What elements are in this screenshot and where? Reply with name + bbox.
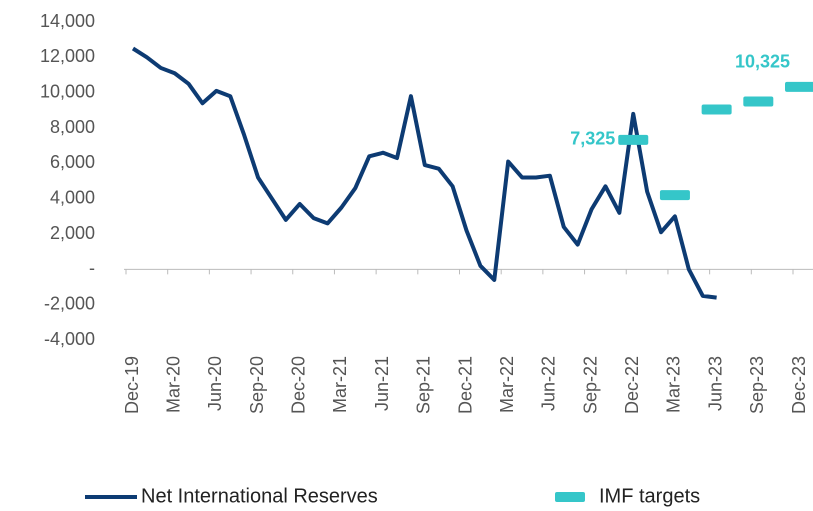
x-tick-label: Jun-23: [705, 356, 725, 411]
y-tick-label: -2,000: [44, 293, 95, 313]
x-tick-label: Mar-20: [163, 356, 183, 413]
legend-swatch: [555, 492, 585, 502]
series-line: [131, 46, 717, 300]
target-dash: [659, 190, 690, 201]
x-tick-label: Jun-21: [372, 356, 392, 411]
x-tick-label: Sep-20: [247, 356, 267, 414]
target-dash: [743, 96, 774, 107]
x-tick-label: Sep-21: [414, 356, 434, 414]
y-tick-label: 8,000: [50, 117, 95, 137]
x-tick-label: Mar-21: [330, 356, 350, 413]
x-tick-label: Dec-20: [289, 356, 309, 414]
target-dash: [785, 81, 813, 92]
legend-label: IMF targets: [599, 485, 700, 507]
y-tick-label: -4,000: [44, 329, 95, 349]
x-tick-label: Sep-23: [747, 356, 767, 414]
y-tick-label: 10,000: [40, 81, 95, 101]
x-tick-label: Dec-21: [455, 356, 475, 414]
y-tick-label: 14,000: [40, 11, 95, 31]
x-tick-label: Mar-22: [497, 356, 517, 413]
target-dash: [618, 134, 649, 145]
x-tick-label: Dec-19: [122, 356, 142, 414]
y-tick-label: 4,000: [50, 187, 95, 207]
x-tick-label: Jun-22: [539, 356, 559, 411]
target-dash: [701, 104, 732, 115]
x-tick-label: Dec-23: [789, 356, 809, 414]
x-tick-label: Mar-23: [664, 356, 684, 413]
data-label: 7,325: [570, 129, 615, 149]
data-label: 10,325: [735, 52, 790, 72]
legend-label: Net International Reserves: [141, 485, 378, 507]
x-tick-label: Jun-20: [205, 356, 225, 411]
y-tick-label: 12,000: [40, 46, 95, 66]
y-tick-label: -: [89, 258, 95, 278]
y-tick-label: 2,000: [50, 223, 95, 243]
x-tick-label: Sep-22: [580, 356, 600, 414]
x-tick-label: Dec-22: [622, 356, 642, 414]
y-tick-label: 6,000: [50, 152, 95, 172]
